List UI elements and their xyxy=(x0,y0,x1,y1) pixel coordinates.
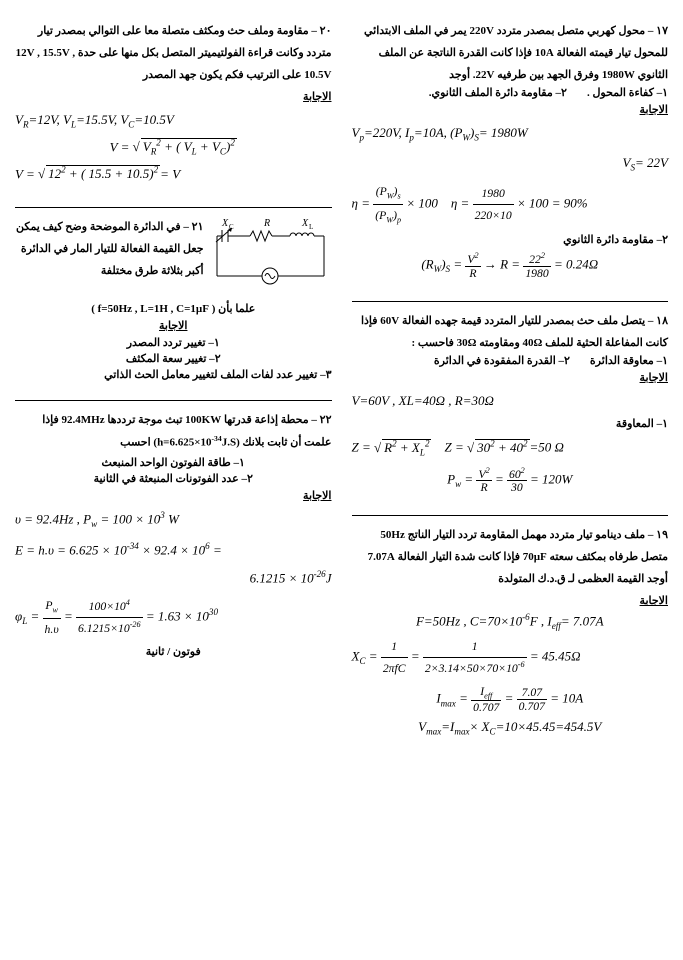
q21: XC R XL xyxy=(15,216,332,384)
q19-m4: Vmax=Imax× XC=10×45.45=454.5V xyxy=(352,719,669,737)
q21-circuit-row: XC R XL xyxy=(15,216,332,296)
q20-ans: الاجابة xyxy=(15,90,332,103)
q20: ٢٠ – مقاومة وملف حث ومكثف متصلة معا على … xyxy=(15,20,332,191)
q18-m3: Pw = V2R = 60230 = 120W xyxy=(352,466,669,495)
left-column: ٢٠ – مقاومة وملف حث ومكثف متصلة معا على … xyxy=(15,20,332,940)
q17-sub1: ١– كفاءة المحول . xyxy=(587,86,668,99)
q21-s1: ١– تغيير تردد المصدر xyxy=(15,336,332,349)
q18-sub2: ٢– القدرة المفقودة في الدائرة xyxy=(434,354,570,367)
q17-m1: Vp=220V, Ip=10A, (PW)S= 1980W xyxy=(352,121,669,146)
q22-m1: υ = 92.4Hz , Pw = 100 × 103 W xyxy=(15,507,332,532)
svg-text:X: X xyxy=(301,218,309,229)
q19-m2: XC = 12πfC = 12×3.14×50×70×10-6 = 45.45Ω xyxy=(352,636,669,679)
hr2 xyxy=(352,515,669,516)
q18-sub3: ١– المعاوقة xyxy=(352,417,669,430)
q22: ٢٢ – محطة إذاعة قدرتها 100KW تبث موجة تر… xyxy=(15,409,332,659)
q22-s2: ٢– عدد الفوتونات المنبعثة في الثانية xyxy=(15,472,332,485)
hr1 xyxy=(352,301,669,302)
q19-m1: F=50Hz , C=70×10-6F , Ieff= 7.07A xyxy=(352,612,669,631)
q22-ans: الاجابة xyxy=(15,489,332,502)
q19-ans: الاجابة xyxy=(352,594,669,607)
page: ١٧ – محول كهربي متصل بمصدر متردد 220V يم… xyxy=(0,0,683,960)
q17-ans: الاجابة xyxy=(352,103,669,116)
q18: ١٨ – يتصل ملف حث بمصدر للتيار المتردد قي… xyxy=(352,310,669,500)
q17-sub2: ٢– مقاومة دائرة الملف الثانوي. xyxy=(429,86,567,99)
q22-text: ٢٢ – محطة إذاعة قدرتها 100KW تبث موجة تر… xyxy=(15,409,332,454)
q17-sub3: ٢– مقاومة دائرة الثانوي xyxy=(352,233,669,246)
right-column: ١٧ – محول كهربي متصل بمصدر متردد 220V يم… xyxy=(352,20,669,940)
q17-m4: (RW)S = V2R → R = 2221980 = 0.24Ω xyxy=(352,251,669,280)
q19-m3: Imax = Ieff0.707 = 7.070.707 = 10A xyxy=(352,685,669,714)
circuit-diagram: XC R XL xyxy=(212,216,332,296)
q17-text: ١٧ – محول كهربي متصل بمصدر متردد 220V يم… xyxy=(352,20,669,86)
q18-subs: ١– معاوقة الدائرة ٢– القدرة المفقودة في … xyxy=(352,354,669,367)
svg-text:R: R xyxy=(263,218,270,229)
hr4 xyxy=(15,400,332,401)
q18-m1: V=60V , XL=40Ω , R=30Ω xyxy=(352,389,669,412)
q21-text: ٢١ – في الدائرة الموضحة وضح كيف يمكن جعل… xyxy=(15,216,204,282)
q21-s3: ٣– تغيير عدد لفات الملف لتغيير معامل الح… xyxy=(15,368,332,381)
q17: ١٧ – محول كهربي متصل بمصدر متردد 220V يم… xyxy=(352,20,669,285)
q22-m3: 6.1215 × 10-26J xyxy=(15,566,332,590)
q18-text: ١٨ – يتصل ملف حث بمصدر للتيار المتردد قي… xyxy=(352,310,669,354)
hr3 xyxy=(15,207,332,208)
q21-note: علما بأن ( f=50Hz , L=1H , C=1µF ) xyxy=(15,302,332,315)
q22-footer: فوتون / ثانية xyxy=(15,645,332,658)
q22-m2: E = h.υ = 6.625 × 10-34 × 92.4 × 106 = xyxy=(15,538,332,562)
q17-subs: ١– كفاءة المحول . ٢– مقاومة دائرة الملف … xyxy=(352,86,669,99)
q20-m2: V = VR2 + ( VL + VC)2 xyxy=(15,138,332,157)
q21-ans: الاجابة xyxy=(15,319,332,332)
q22-m4: φL = Pwh.υ = 100×1046.1215×10-26 = 1.63 … xyxy=(15,595,332,640)
svg-text:L: L xyxy=(309,223,313,231)
q17-m2: VS= 22V xyxy=(352,151,669,176)
q22-s1: ١– طاقة الفوتون الواحد المنبعث xyxy=(15,456,332,469)
q21-s2: ٢– تغيير سعة المكثف xyxy=(15,352,332,365)
q18-ans: الاجابة xyxy=(352,371,669,384)
q20-m3: V = 122 + ( 15.5 + 10.5)2= V xyxy=(15,162,332,186)
svg-text:X: X xyxy=(221,218,229,229)
q20-m1: VR=12V, VL=15.5V, VC=10.5V xyxy=(15,108,332,133)
q18-m2: Z = R2 + XL2 Z = 302 + 402=50 Ω xyxy=(352,435,669,460)
q19-text: ١٩ – ملف دينامو تيار متردد مهمل المقاومة… xyxy=(352,524,669,590)
q18-sub1: ١– معاوقة الدائرة xyxy=(590,354,668,367)
q17-m3: η = (PW)s(PW)p × 100 η = 1980220×10 × 10… xyxy=(352,181,669,228)
q20-text: ٢٠ – مقاومة وملف حث ومكثف متصلة معا على … xyxy=(15,20,332,86)
q19: ١٩ – ملف دينامو تيار متردد مهمل المقاومة… xyxy=(352,524,669,741)
